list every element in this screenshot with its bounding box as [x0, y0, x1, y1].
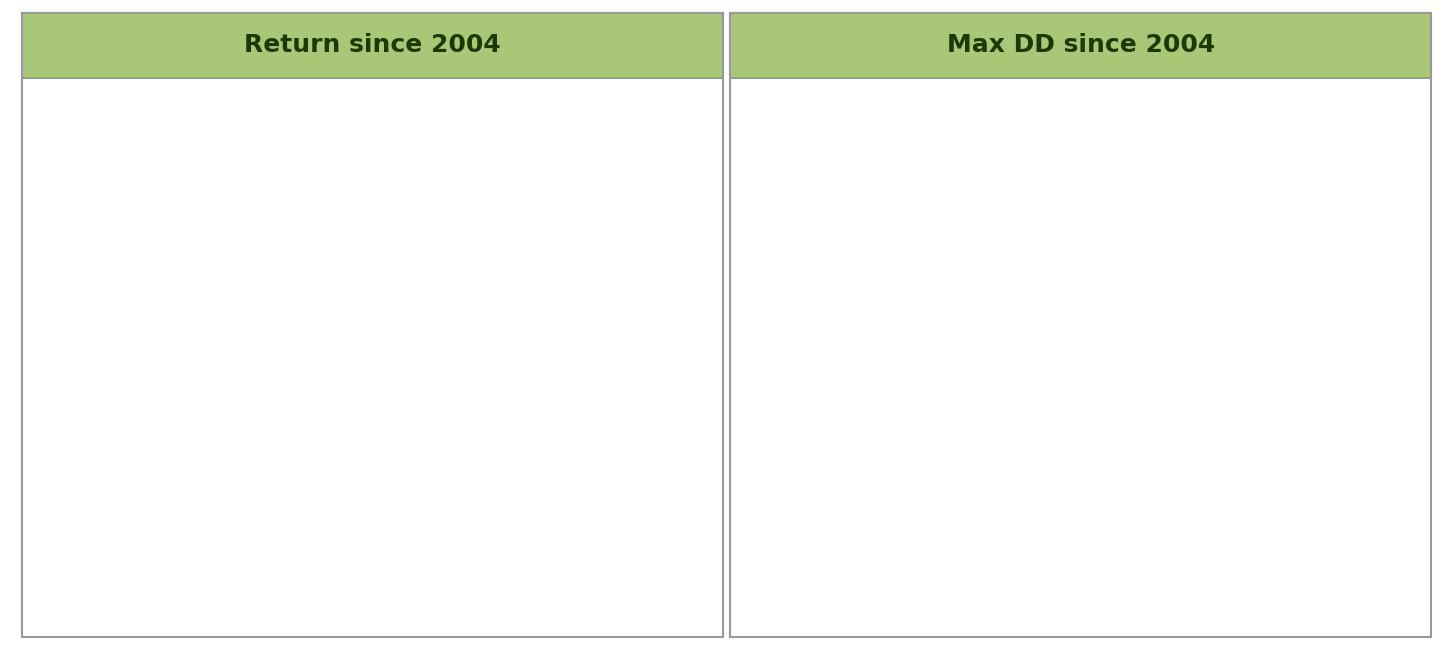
Bar — [1234, 109, 1284, 163]
Bar — [1337, 109, 1389, 478]
Bar — [421, 307, 472, 514]
Bar — [818, 109, 870, 172]
Bar — [214, 365, 266, 514]
Title: Annualized: Annualized — [337, 70, 453, 90]
Text: Return since 2004: Return since 2004 — [244, 34, 501, 57]
Text: Max DD since 2004: Max DD since 2004 — [946, 34, 1215, 57]
Bar — [110, 181, 161, 514]
Bar — [1026, 109, 1078, 379]
Bar — [1129, 109, 1181, 307]
Bar — [317, 404, 369, 514]
Title: maxdd: maxdd — [1068, 70, 1139, 90]
Bar — [525, 395, 577, 514]
Bar — [923, 109, 974, 357]
Bar — [629, 408, 680, 514]
